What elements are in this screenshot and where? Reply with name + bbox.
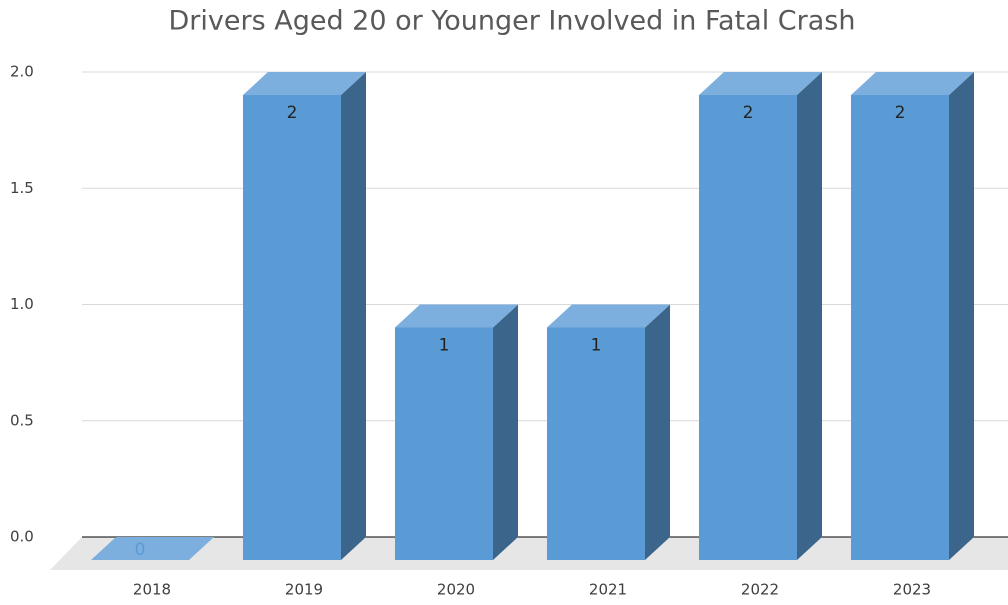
bar-front [395, 327, 493, 560]
data-label: 2 [287, 103, 298, 123]
x-tick-label: 2020 [437, 581, 475, 599]
data-label: 2 [895, 103, 906, 123]
x-tick-label: 2023 [893, 581, 931, 599]
data-label: 1 [439, 336, 450, 356]
bar-side [949, 72, 974, 560]
x-tick-label: 2019 [285, 581, 323, 599]
bar-front [699, 95, 797, 560]
x-tick-label: 2022 [741, 581, 779, 599]
y-tick-label: 1.5 [10, 179, 34, 197]
bar-side [341, 72, 366, 560]
bar [395, 304, 518, 560]
y-tick-label: 0.0 [10, 528, 34, 546]
y-tick-label: 2.0 [10, 63, 34, 81]
bar-front [851, 95, 949, 560]
y-tick-label: 0.5 [10, 411, 34, 429]
bar-top [243, 72, 366, 95]
bar-side [493, 304, 518, 560]
bar [851, 72, 974, 560]
bar [699, 72, 822, 560]
bar-top [395, 304, 518, 328]
x-tick-label: 2018 [133, 581, 171, 599]
bar-side [797, 72, 822, 560]
data-label: 1 [591, 336, 602, 356]
bar-top [547, 304, 670, 328]
bar [243, 72, 366, 560]
bar-front [547, 327, 645, 560]
data-label: 2 [743, 103, 754, 123]
bar-side [645, 304, 670, 560]
y-tick-label: 1.0 [10, 295, 34, 313]
chart-title: Drivers Aged 20 or Younger Involved in F… [169, 6, 856, 37]
bar-front [243, 95, 341, 560]
data-label: 0 [135, 540, 146, 560]
bar [547, 304, 670, 560]
bar [91, 537, 214, 560]
bar-top [91, 537, 214, 560]
bar-top [851, 72, 974, 95]
x-tick-label: 2021 [589, 581, 627, 599]
bar-top [699, 72, 822, 95]
